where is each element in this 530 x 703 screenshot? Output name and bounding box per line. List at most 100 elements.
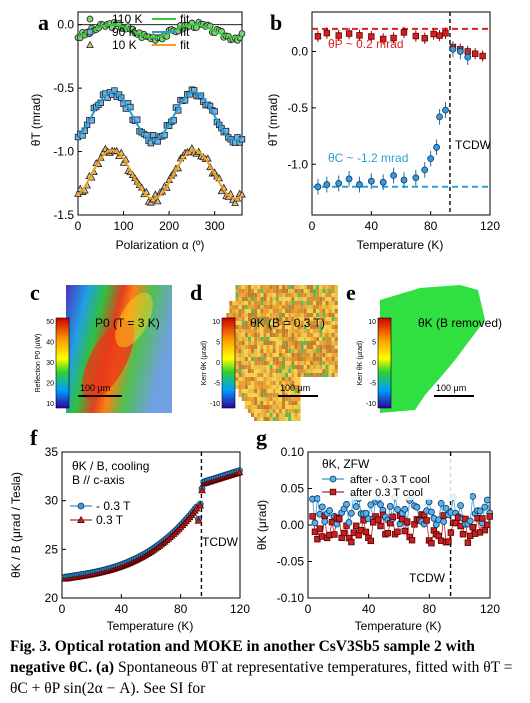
- legend-marker: [329, 488, 337, 496]
- map-pixel: [325, 313, 329, 317]
- map-pixel: [238, 321, 242, 325]
- map-pixel: [294, 321, 298, 325]
- map-pixel: [269, 413, 273, 417]
- map-pixel: [247, 357, 251, 361]
- data-point: [428, 539, 435, 547]
- map-pixel: [297, 373, 301, 377]
- map-pixel: [316, 341, 320, 345]
- map-pixel: [251, 373, 255, 377]
- map-pixel: [313, 313, 317, 317]
- map-pixel: [306, 373, 310, 377]
- map-pixel: [325, 349, 329, 353]
- map-pixel: [266, 385, 270, 389]
- map-pixel: [288, 313, 292, 317]
- map-pixel: [257, 409, 261, 413]
- data-point: [390, 172, 397, 179]
- map-pixel: [313, 341, 317, 345]
- map-pixel: [260, 297, 264, 301]
- map-pixel: [238, 337, 242, 341]
- map-pixel: [331, 293, 335, 297]
- map-pixel: [297, 309, 301, 313]
- map-pixel: [282, 337, 286, 341]
- map-pixel: [300, 285, 304, 289]
- map-pixel: [241, 365, 245, 369]
- map-pixel: [257, 313, 261, 317]
- map-pixel: [266, 361, 270, 365]
- map-pixel: [269, 345, 273, 349]
- map-pixel: [334, 345, 338, 349]
- map-pixel: [291, 329, 295, 333]
- map-pixel: [282, 345, 286, 349]
- map-pixel: [266, 345, 270, 349]
- map-pixel: [309, 317, 313, 321]
- map-pixel: [306, 341, 310, 345]
- map-pixel: [263, 309, 267, 313]
- map-pixel: [254, 321, 258, 325]
- map-pixel: [278, 361, 282, 365]
- map-pixel: [263, 289, 267, 293]
- map-pixel: [269, 389, 273, 393]
- map-pixel: [263, 385, 267, 389]
- map-pixel: [254, 393, 258, 397]
- legend-label: after - 0.3 T cool: [350, 474, 430, 486]
- map-pixel: [278, 325, 282, 329]
- map-pixel: [275, 313, 279, 317]
- map-pixel: [291, 313, 295, 317]
- map-pixel: [285, 297, 289, 301]
- data-point: [479, 515, 486, 522]
- map-pixel: [238, 313, 242, 317]
- data-point: [412, 32, 420, 40]
- map-pixel: [263, 285, 267, 289]
- map-pixel: [238, 297, 242, 301]
- map-pixel: [285, 285, 289, 289]
- map-pixel: [297, 397, 301, 401]
- map-pixel: [325, 305, 329, 309]
- map-pixel: [275, 381, 279, 385]
- map-pixel: [303, 317, 307, 321]
- data-point: [377, 501, 384, 509]
- fit-curve: [77, 23, 243, 39]
- map-pixel: [235, 341, 239, 345]
- data-point: [469, 492, 477, 500]
- map-pixel: [285, 413, 289, 417]
- map-pixel: [238, 361, 242, 365]
- legend-marker: [86, 28, 94, 36]
- map-pixel: [288, 369, 292, 373]
- map-pixel: [291, 285, 295, 289]
- map-pixel: [275, 405, 279, 409]
- map-pixel: [244, 285, 248, 289]
- map-pixel: [244, 353, 248, 357]
- map-pixel: [282, 305, 286, 309]
- map-pixel: [260, 405, 264, 409]
- map-pixel: [251, 293, 255, 297]
- map-pixel: [263, 333, 267, 337]
- map-pixel: [269, 341, 273, 345]
- map-pixel: [272, 369, 276, 373]
- map-pixel: [241, 381, 245, 385]
- map-pixel: [257, 381, 261, 385]
- map-pixel: [282, 361, 286, 365]
- map-pixel: [275, 333, 279, 337]
- map-pixel: [334, 309, 338, 313]
- map-pixel: [291, 309, 295, 313]
- map-pixel: [303, 353, 307, 357]
- map-pixel: [297, 341, 301, 345]
- map-pixel: [331, 353, 335, 357]
- map-pixel: [257, 397, 261, 401]
- map-pixel: [247, 321, 251, 325]
- map-pixel: [238, 389, 242, 393]
- map-pixel: [288, 385, 292, 389]
- data-point: [481, 503, 489, 511]
- map-pixel: [260, 349, 264, 353]
- map-pixel: [294, 409, 298, 413]
- panel-letter-e: e: [346, 280, 356, 305]
- map-pixel: [300, 301, 304, 305]
- map-pixel: [260, 401, 264, 405]
- map-pixel: [291, 353, 295, 357]
- map-pixel: [328, 357, 332, 361]
- panel-letter-a: a: [38, 10, 49, 35]
- map-pixel: [319, 289, 323, 293]
- map-pixel: [275, 293, 279, 297]
- map-pixel: [294, 337, 298, 341]
- map-pixel: [278, 417, 282, 421]
